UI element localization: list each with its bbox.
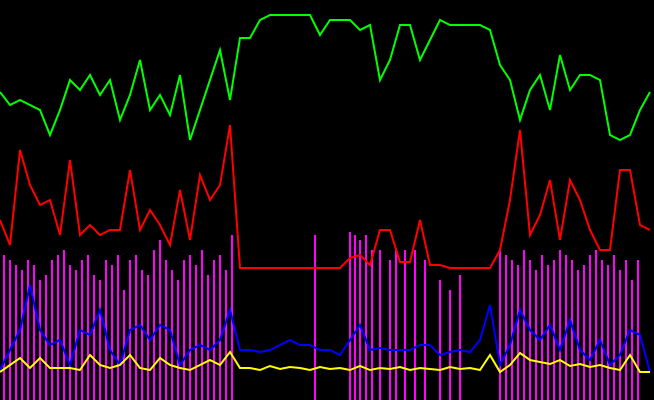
- line-series: [0, 350, 650, 374]
- line-series: [0, 14, 651, 142]
- line-series: [0, 284, 651, 373]
- line-series: [0, 124, 651, 269]
